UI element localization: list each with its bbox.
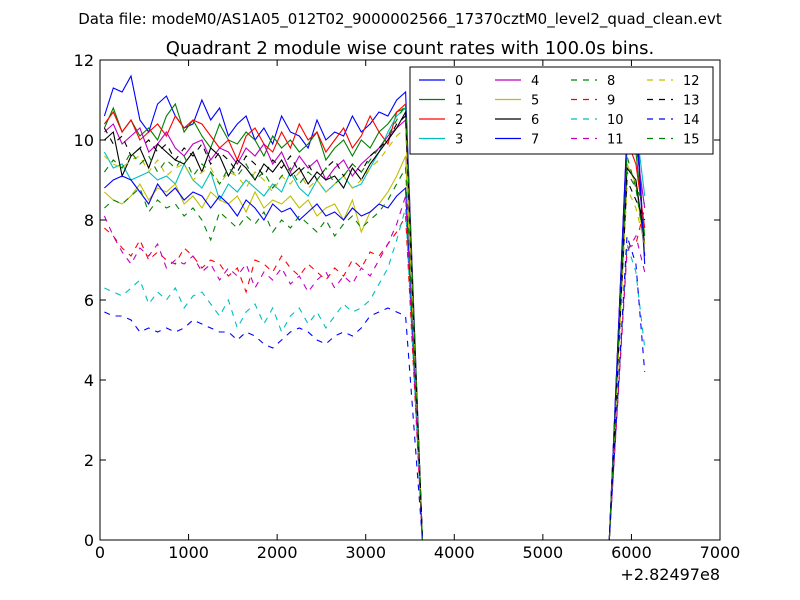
legend-label-11: 11 <box>607 133 624 148</box>
chart-suptitle: Data file: modeM0/AS1A05_012T02_90000025… <box>78 10 722 29</box>
series-line-1 <box>103 102 646 541</box>
series-line-13 <box>103 114 646 541</box>
y-tick-label: 10 <box>74 131 94 150</box>
x-offset-label: +2.82497e8 <box>620 565 720 584</box>
series-line-15 <box>103 102 646 541</box>
chart-title: Quadrant 2 module wise count rates with … <box>166 38 655 59</box>
legend-label-6: 6 <box>531 113 539 128</box>
x-tick-label: 7000 <box>700 543 741 562</box>
series-line-4 <box>104 118 646 541</box>
series-line-6 <box>104 110 646 541</box>
legend-label-10: 10 <box>607 113 624 128</box>
x-tick-label: 1000 <box>168 543 209 562</box>
series-line-9 <box>104 207 646 541</box>
series-line-14 <box>104 235 646 541</box>
y-tick-label: 0 <box>84 531 94 550</box>
series-line-8 <box>104 166 646 541</box>
y-tick-label: 2 <box>84 451 94 470</box>
legend-label-5: 5 <box>531 94 539 109</box>
series-layer <box>103 74 646 541</box>
legend-label-3: 3 <box>455 133 463 148</box>
y-tick-label: 8 <box>84 211 94 230</box>
legend-label-15: 15 <box>683 133 700 148</box>
legend-label-7: 7 <box>531 133 539 148</box>
legend-label-0: 0 <box>455 74 463 89</box>
x-tick-label: 0 <box>95 543 105 562</box>
legend-label-4: 4 <box>531 74 539 89</box>
y-tick-label: 4 <box>84 371 94 390</box>
legend-label-2: 2 <box>455 113 463 128</box>
legend-label-12: 12 <box>683 74 700 89</box>
y-tick-label: 12 <box>74 51 94 70</box>
series-line-3 <box>103 106 646 541</box>
x-tick-label: 4000 <box>434 543 475 562</box>
legend-label-14: 14 <box>683 113 700 128</box>
series-line-0 <box>103 74 646 541</box>
series-line-12 <box>104 126 646 541</box>
x-tick-label: 2000 <box>257 543 298 562</box>
series-line-10 <box>104 207 646 541</box>
series-line-5 <box>104 155 646 541</box>
y-tick-label: 6 <box>84 291 94 310</box>
legend-box <box>409 66 714 155</box>
x-tick-label: 3000 <box>345 543 386 562</box>
legend-label-9: 9 <box>607 94 615 109</box>
legend-label-13: 13 <box>683 94 700 109</box>
series-line-2 <box>103 102 646 541</box>
x-tick-label: 6000 <box>611 543 652 562</box>
series-line-11 <box>103 195 646 541</box>
legend-label-1: 1 <box>455 94 463 109</box>
legend-label-8: 8 <box>607 74 615 89</box>
series-line-7 <box>104 111 646 541</box>
x-tick-label: 5000 <box>522 543 563 562</box>
